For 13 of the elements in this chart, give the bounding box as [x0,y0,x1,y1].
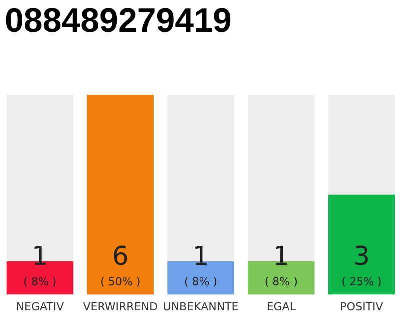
x-tick-label: UNBEKANNTE [163,300,239,314]
data-label: 6 [112,242,129,272]
x-tick-label: EGAL [266,300,297,314]
data-label: 3 [354,242,370,272]
x-tick-label: NEGATIV [16,300,65,314]
annotation: ( 8% ) [184,276,218,289]
annotation: ( 8% ) [24,276,57,289]
x-tick-label: VERWIRREND [83,300,158,314]
chart-title: 088489279419 [5,2,232,41]
annotation: ( 25% ) [342,276,382,289]
annotation: ( 8% ) [264,276,298,289]
x-tick-label: POSITIV [340,300,384,314]
annotation: ( 50% ) [100,276,141,289]
